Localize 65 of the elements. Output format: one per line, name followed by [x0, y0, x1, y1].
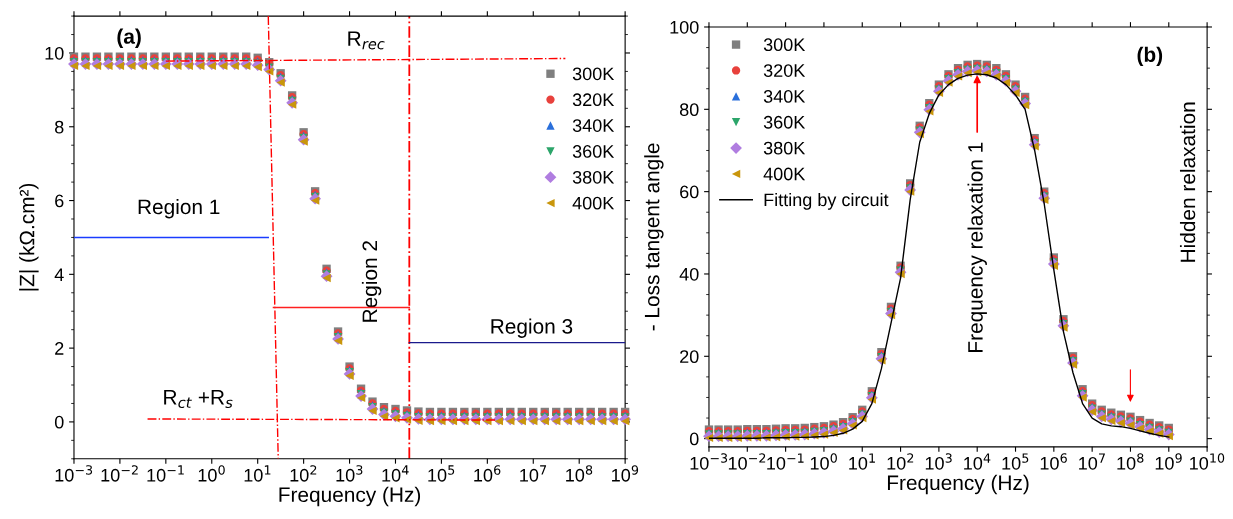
y-tick-label: 0 [54, 415, 64, 429]
legend-label: 300K [763, 38, 806, 52]
x-tick-label: 10$^{5}$ [428, 465, 455, 482]
x-tick-label: 10$^{−1}$ [767, 453, 804, 470]
x-tick-label: 10$^{−1}$ [147, 465, 184, 482]
y-tick-label: 40 [679, 267, 699, 281]
y-axis-title: - Loss tangent angle [644, 143, 664, 331]
annotation: Region 2 [361, 241, 382, 322]
legend-label: 380K [572, 170, 615, 184]
y-tick-label: 60 [680, 185, 699, 199]
x-tick-label: 10$^{7}$ [1079, 453, 1105, 470]
x-tick-label: 10$^{8}$ [566, 465, 593, 482]
x-tick-label: 10$^{−2}$ [101, 465, 138, 482]
x-tick-label: 10$^{9}$ [612, 465, 639, 482]
x-tick-label: 10$^{2}$ [887, 453, 914, 470]
annotation: (a) [117, 28, 141, 48]
x-tick-label: 10$^{8}$ [1117, 453, 1144, 470]
y-tick-label: 10 [45, 46, 64, 60]
annotation: Hidden relaxation [1179, 102, 1196, 262]
x-tick-label: 10$^{6}$ [474, 465, 501, 482]
legend-label: 400K [763, 167, 806, 181]
x-tick-label: 10$^{5}$ [1002, 453, 1029, 470]
y-tick-label: 100 [670, 20, 699, 34]
x-tick-label: 10$^{10}$ [1190, 453, 1225, 470]
y-tick-label: 6 [55, 194, 64, 208]
legend-label: 380K [763, 141, 806, 155]
x-tick-label: 10$^{1}$ [244, 465, 271, 482]
annotation: Region 3 [491, 318, 573, 338]
annotation: R$_{ct}$ +R$_{s}$ [164, 390, 233, 408]
y-axis-title: |Z| (kΩ.cm²) [19, 183, 39, 291]
annotation: Frequency relaxation 1 [967, 142, 987, 352]
y-tick-label: 4 [54, 268, 64, 281]
annotation: R$_{rec}$ [348, 31, 385, 50]
x-tick-label: 10$^{−3}$ [55, 465, 93, 482]
x-tick-label: 10$^{3}$ [925, 453, 952, 470]
x-tick-label: 10$^{4}$ [964, 453, 991, 470]
legend-label: 340K [763, 90, 806, 103]
x-tick-label: 10$^{9}$ [1155, 453, 1182, 470]
annotation: (b) [1137, 46, 1163, 67]
x-tick-label: 10$^{4}$ [382, 465, 409, 482]
legend-label: 360K [763, 115, 806, 129]
legend-label: 360K [572, 145, 615, 158]
x-axis-title: Frequency (Hz) [887, 474, 1029, 495]
legend-label: 400K [572, 196, 615, 210]
legend-label: 320K [572, 93, 615, 107]
legend-label: 320K [763, 64, 806, 77]
x-tick-label: 10$^{1}$ [849, 453, 875, 470]
y-tick-label: 0 [689, 432, 699, 446]
x-tick-label: 10$^{−2}$ [728, 453, 766, 470]
x-tick-label: 10$^{0}$ [810, 453, 837, 470]
y-tick-label: 80 [679, 103, 699, 117]
y-tick-label: 2 [55, 342, 64, 355]
y-tick-label: 20 [680, 350, 699, 364]
x-tick-label: 10$^{3}$ [336, 465, 363, 482]
x-tick-label: 10$^{0}$ [198, 465, 225, 482]
annotation: Region 1 [138, 198, 220, 219]
x-tick-label: 10$^{7}$ [520, 465, 547, 482]
x-tick-label: 10$^{−3}$ [690, 453, 728, 470]
legend-label: 300K [572, 67, 615, 81]
legend-label: Fitting by circuit [764, 192, 889, 210]
y-tick-label: 8 [55, 120, 64, 134]
legend-label: 340K [572, 119, 615, 132]
x-axis-title: Frequency (Hz) [279, 486, 421, 507]
x-tick-label: 10$^{6}$ [1040, 453, 1067, 470]
x-tick-label: 10$^{2}$ [290, 465, 317, 482]
